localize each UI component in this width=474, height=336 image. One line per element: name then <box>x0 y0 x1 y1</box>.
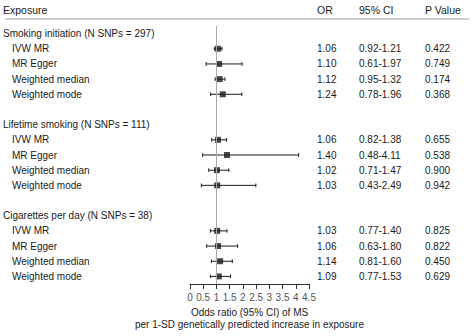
svg-text:MR Egger: MR Egger <box>12 58 58 69</box>
svg-text:Weighted mode: Weighted mode <box>12 271 82 282</box>
svg-text:MR Egger: MR Egger <box>12 150 58 161</box>
svg-text:1.03: 1.03 <box>317 180 337 191</box>
svg-text:1.06: 1.06 <box>317 241 337 252</box>
svg-text:IVW MR: IVW MR <box>12 134 49 145</box>
svg-text:4.5: 4.5 <box>302 292 316 303</box>
svg-text:OR: OR <box>317 4 333 16</box>
svg-text:1.14: 1.14 <box>317 256 337 267</box>
svg-text:Weighted median: Weighted median <box>12 256 90 267</box>
svg-text:0: 0 <box>187 292 193 303</box>
svg-text:Weighted mode: Weighted mode <box>12 180 82 191</box>
svg-text:Exposure: Exposure <box>3 4 48 16</box>
svg-text:0.538: 0.538 <box>425 150 450 161</box>
svg-text:MR Egger: MR Egger <box>12 241 58 252</box>
svg-text:2.5: 2.5 <box>249 292 263 303</box>
svg-text:0.48-4.11: 0.48-4.11 <box>359 150 401 161</box>
svg-text:1.06: 1.06 <box>317 134 337 145</box>
svg-text:1.24: 1.24 <box>317 89 337 100</box>
svg-text:0.92-1.21: 0.92-1.21 <box>359 43 402 54</box>
svg-text:0.629: 0.629 <box>425 271 450 282</box>
svg-text:0.822: 0.822 <box>425 241 450 252</box>
svg-text:IVW MR: IVW MR <box>12 43 49 54</box>
svg-text:0.71-1.47: 0.71-1.47 <box>359 165 402 176</box>
svg-text:95% CI: 95% CI <box>359 4 393 16</box>
svg-text:0.95-1.32: 0.95-1.32 <box>359 74 402 85</box>
svg-text:0.77-1.40: 0.77-1.40 <box>359 225 402 236</box>
svg-text:1.12: 1.12 <box>317 74 337 85</box>
svg-text:1.02: 1.02 <box>317 165 337 176</box>
svg-text:0.61-1.97: 0.61-1.97 <box>359 58 402 69</box>
svg-text:0.749: 0.749 <box>425 58 450 69</box>
svg-text:0.825: 0.825 <box>425 225 450 236</box>
svg-text:1.06: 1.06 <box>317 43 337 54</box>
svg-text:0.78-1.96: 0.78-1.96 <box>359 89 402 100</box>
svg-text:0.368: 0.368 <box>425 89 450 100</box>
svg-text:P Value: P Value <box>425 4 461 16</box>
svg-text:0.63-1.80: 0.63-1.80 <box>359 241 402 252</box>
svg-text:Weighted median: Weighted median <box>12 165 90 176</box>
svg-text:4: 4 <box>293 292 299 303</box>
svg-text:Cigarettes per day (N SNPs = 3: Cigarettes per day (N SNPs = 38) <box>3 210 152 221</box>
svg-text:0.5: 0.5 <box>196 292 210 303</box>
svg-text:0.82-1.38: 0.82-1.38 <box>359 134 402 145</box>
svg-text:2: 2 <box>240 292 246 303</box>
svg-text:0.655: 0.655 <box>425 134 450 145</box>
svg-text:0.942: 0.942 <box>425 180 450 191</box>
svg-text:Weighted median: Weighted median <box>12 74 90 85</box>
svg-text:1.40: 1.40 <box>317 150 337 161</box>
svg-text:1.5: 1.5 <box>223 292 237 303</box>
svg-text:1: 1 <box>214 292 220 303</box>
svg-text:1.03: 1.03 <box>317 225 337 236</box>
svg-text:per 1-SD genetically predicted: per 1-SD genetically predicted increase … <box>135 319 364 330</box>
svg-text:1.09: 1.09 <box>317 271 337 282</box>
svg-text:3: 3 <box>267 292 273 303</box>
svg-text:Weighted mode: Weighted mode <box>12 89 82 100</box>
svg-text:0.422: 0.422 <box>425 43 450 54</box>
svg-text:Lifetime smoking (N SNPs = 111: Lifetime smoking (N SNPs = 111) <box>3 119 150 130</box>
svg-text:0.174: 0.174 <box>425 74 450 85</box>
svg-text:Odds ratio (95% CI) of MS: Odds ratio (95% CI) of MS <box>191 307 309 318</box>
svg-text:Smoking initiation (N SNPs = 2: Smoking initiation (N SNPs = 297) <box>3 28 154 39</box>
svg-text:0.450: 0.450 <box>425 256 450 267</box>
svg-text:3.5: 3.5 <box>276 292 290 303</box>
svg-text:0.43-2.49: 0.43-2.49 <box>359 180 402 191</box>
svg-text:0.77-1.53: 0.77-1.53 <box>359 271 402 282</box>
svg-text:0.81-1.60: 0.81-1.60 <box>359 256 402 267</box>
svg-text:0.900: 0.900 <box>425 165 450 176</box>
svg-text:1.10: 1.10 <box>317 58 337 69</box>
svg-text:IVW MR: IVW MR <box>12 225 49 236</box>
